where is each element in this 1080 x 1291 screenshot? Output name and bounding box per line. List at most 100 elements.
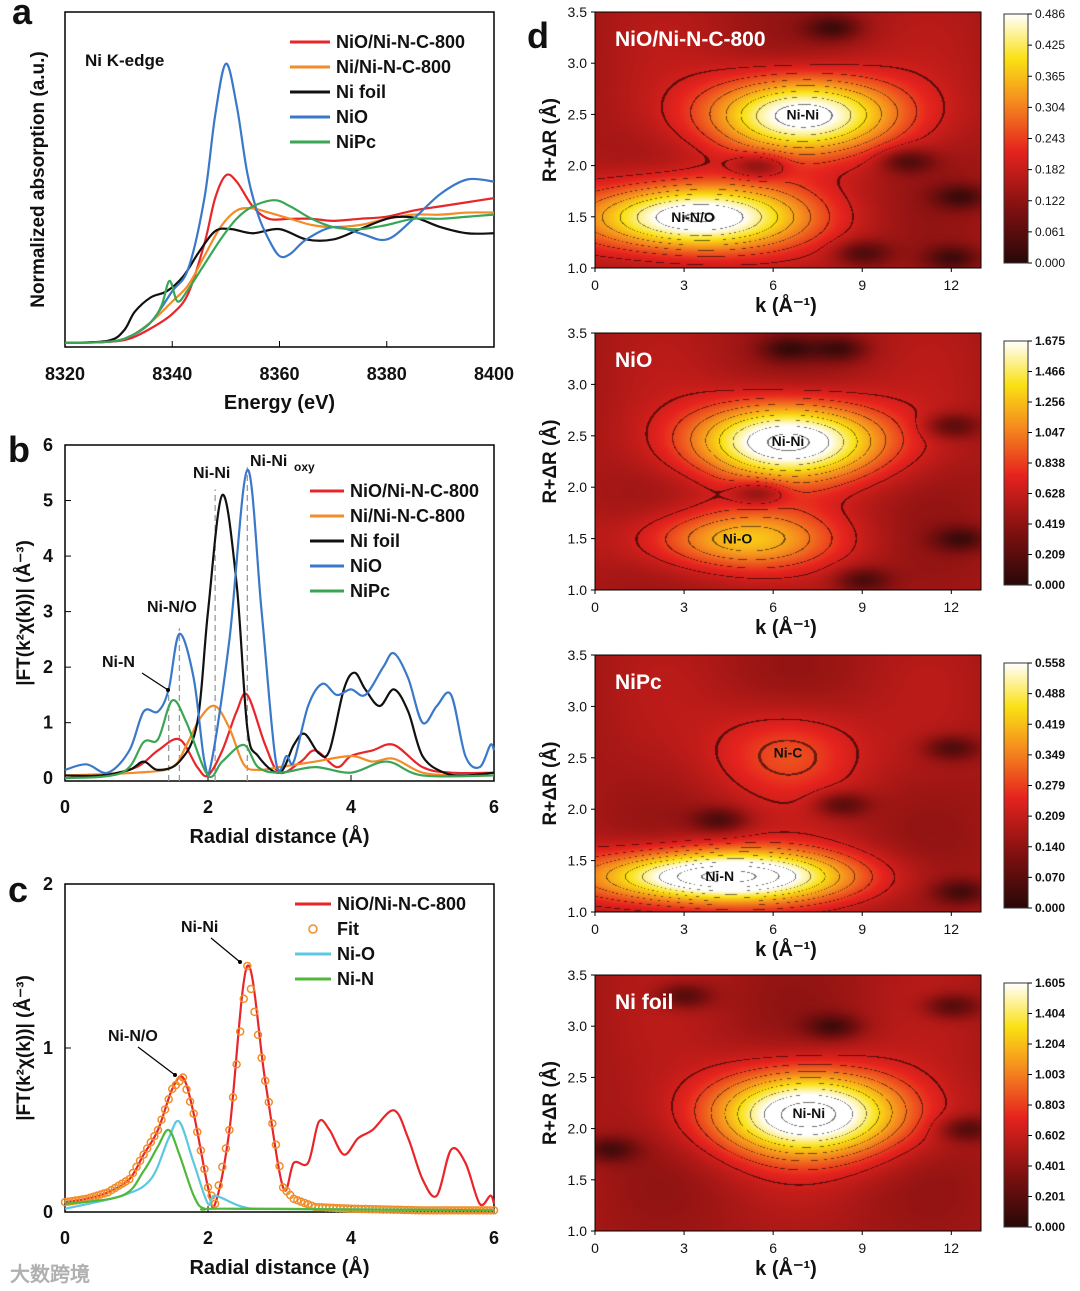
x-tick-label: 3 (680, 599, 688, 615)
x-tick-label: 0 (591, 277, 599, 293)
y-axis-label: R+ΔR (Å) (540, 420, 561, 504)
x-tick-label: 3 (680, 277, 688, 293)
y-tick-label: 1.0 (568, 1223, 588, 1239)
peak-annotation: Ni-Ni (250, 453, 287, 470)
peak-label: Ni-O (723, 531, 753, 547)
y-tick-label: 1.5 (568, 531, 588, 547)
x-tick-label: 6 (769, 921, 777, 937)
x-axis-label: k (Å⁻¹) (755, 1256, 817, 1280)
fit-marker (193, 1127, 202, 1137)
colorbar-tick-label: 0.201 (1035, 1190, 1065, 1204)
plot-frame (64, 444, 495, 782)
heatmap-ni-foil (595, 975, 981, 1231)
peak-annotation-subscript: oxy (294, 460, 315, 474)
colorbar-tick-label: 0.602 (1035, 1129, 1065, 1143)
y-tick-label: 2.0 (568, 479, 588, 495)
x-axis-label: k (Å⁻¹) (755, 615, 817, 639)
heatmap-nipc (595, 655, 981, 912)
x-tick-label: 6 (489, 1228, 499, 1248)
colorbar-tick-label: 0.425 (1035, 38, 1065, 52)
y-tick-label: 3.0 (568, 376, 588, 392)
y-tick-label: 0 (43, 768, 53, 788)
fit-marker (182, 1085, 191, 1094)
colorbar-tick-label: 0.486 (1035, 7, 1065, 21)
heatmap-frame (594, 11, 982, 269)
legend-label: NiO (350, 556, 382, 576)
fit-marker (100, 1189, 109, 1198)
fit-marker (142, 1144, 152, 1153)
x-tick-label: 12 (944, 1240, 960, 1256)
legend-label: NiO/Ni-N-C-800 (337, 894, 466, 914)
peak-annotation: Ni-N (102, 654, 135, 671)
colorbar (1003, 340, 1029, 586)
panel-c (60, 883, 499, 1215)
x-tick-label: 8360 (259, 364, 299, 384)
x-axis-label: Energy (eV) (224, 392, 335, 414)
colorbar-tick-label: 0.279 (1035, 779, 1065, 793)
fit-marker (189, 1109, 198, 1118)
y-tick-label: 6 (43, 435, 53, 455)
series-line-ni-ni-n-c-800 (64, 704, 495, 777)
series-line-nio (64, 468, 496, 776)
heatmap-frame (594, 654, 982, 913)
panel-letter-a: a (12, 0, 33, 32)
fit-marker (243, 961, 252, 971)
peak-label: Ni-N (705, 868, 734, 884)
fit-marker (135, 1156, 145, 1165)
peak-annotation: Ni-Ni (193, 465, 230, 482)
series-line-nio-ni-n-c-800 (64, 173, 495, 344)
y-tick-label: 1.5 (568, 209, 588, 225)
fit-marker (178, 1073, 188, 1082)
series-line-nio (64, 62, 495, 344)
x-tick-label: 8340 (152, 364, 192, 384)
series-line-ni-foil (64, 493, 495, 777)
x-tick-label: 0 (591, 1240, 599, 1256)
fit-marker (150, 1131, 159, 1141)
y-tick-label: 1.5 (568, 1172, 588, 1188)
fit-marker (160, 1105, 170, 1114)
fit-marker (164, 1095, 173, 1104)
colorbar-tick-label: 0.000 (1035, 578, 1065, 592)
peak-annotation: Ni-N/O (147, 599, 197, 616)
y-tick-label: 1 (43, 713, 53, 733)
heatmap-title: NiO/Ni-N-C-800 (615, 28, 766, 51)
legend-label: NiO/Ni-N-C-800 (336, 32, 465, 52)
peak-label: Ni-N/O (671, 209, 715, 225)
peak-label: Ni-Ni (787, 106, 820, 122)
watermark: 大数跨境 (10, 1262, 90, 1286)
heatmap-title: NiO (615, 349, 652, 372)
colorbar-tick-label: 1.675 (1035, 334, 1065, 348)
colorbar-tick-label: 0.000 (1035, 256, 1065, 270)
x-tick-label: 9 (858, 921, 866, 937)
colorbar-tick-label: 0.209 (1035, 809, 1065, 823)
x-tick-label: 6 (769, 599, 777, 615)
fit-marker (214, 1181, 223, 1190)
heatmap-title: Ni foil (615, 991, 673, 1014)
heatmap-nio (595, 333, 981, 590)
x-tick-label: 4 (346, 1228, 356, 1248)
y-tick-label: 3 (43, 602, 53, 622)
y-tick-label: 2.5 (568, 750, 588, 766)
colorbar-tick-label: 0.349 (1035, 748, 1065, 762)
x-axis-label: k (Å⁻¹) (755, 293, 817, 317)
y-tick-label: 3.0 (568, 1018, 588, 1034)
panel-letter-b: b (8, 429, 30, 470)
fit-marker (253, 1030, 263, 1040)
edge-label: Ni K-edge (85, 51, 164, 70)
y-tick-label: 2.5 (568, 1069, 588, 1085)
legend-label: Ni foil (336, 82, 386, 102)
colorbar-tick-label: 0.419 (1035, 517, 1065, 531)
y-tick-label: 1.0 (568, 904, 588, 920)
fit-marker (210, 1199, 220, 1209)
y-tick-label: 3.0 (568, 55, 588, 71)
x-tick-label: 12 (944, 921, 960, 937)
fit-marker (239, 994, 248, 1004)
fit-marker (125, 1174, 134, 1184)
fit-marker (260, 1076, 270, 1086)
fit-marker (132, 1162, 141, 1172)
y-axis-label: R+ΔR (Å) (540, 742, 561, 826)
fit-marker (96, 1190, 105, 1199)
y-tick-label: 2 (43, 874, 53, 894)
